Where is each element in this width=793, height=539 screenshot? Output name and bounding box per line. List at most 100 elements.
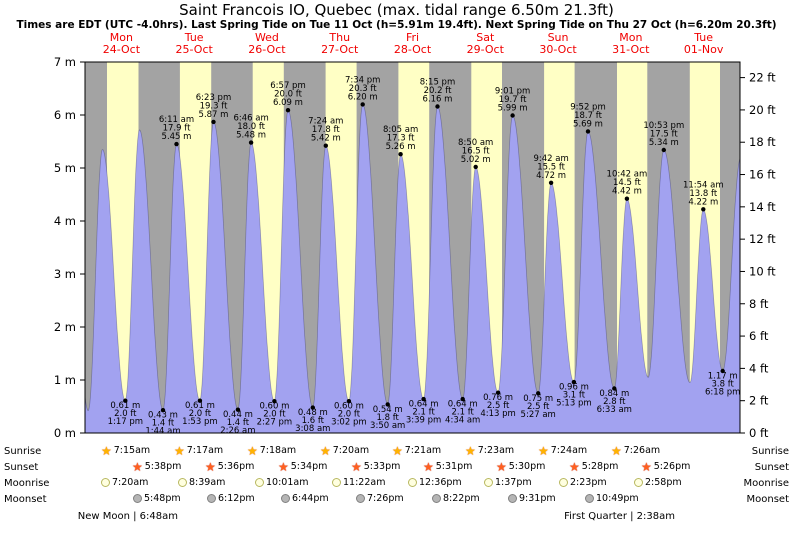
- low-tide-marker: [160, 408, 166, 413]
- high-tide-label: 5.26 m: [386, 142, 416, 152]
- sunrise-icon: [465, 446, 476, 456]
- moonrise-label-left: Moonrise: [4, 478, 50, 489]
- low-tide-label: 2.5 ft: [527, 402, 550, 412]
- high-tide-marker: [473, 164, 478, 170]
- day-name: Thu: [328, 31, 350, 44]
- sunrise-icon: [320, 446, 331, 456]
- low-tide-label: 2.0 ft: [114, 409, 137, 419]
- sunrise-entry: 7:23am: [465, 445, 514, 456]
- y-axis-label-m: 3 m: [54, 267, 76, 281]
- high-tide-marker: [360, 102, 365, 107]
- high-tide-label: 7:34 pm: [345, 75, 380, 85]
- low-tide-marker: [197, 398, 203, 403]
- sunset-icon: [205, 462, 216, 472]
- low-tide-label: 2.0 ft: [189, 409, 212, 419]
- low-tide-label: 0.76 m: [483, 393, 513, 403]
- sunrise-entry: 7:15am: [101, 445, 150, 456]
- high-tide-marker: [285, 108, 291, 113]
- sunset-time: 5:36pm: [217, 461, 255, 472]
- y-axis-label-ft: 12 ft: [749, 232, 776, 246]
- moonrise-time: 8:39am: [189, 477, 226, 488]
- day-date: 01-Nov: [684, 43, 724, 56]
- y-axis-label-m: 5 m: [54, 161, 76, 175]
- high-tide-label: 8:50 am: [458, 138, 493, 148]
- moonrise-entry: 7:20am: [101, 477, 148, 488]
- high-tide-label: 5.99 m: [498, 104, 528, 114]
- low-tide-label: 5:13 pm: [556, 399, 591, 409]
- day-name: Fri: [406, 31, 419, 44]
- moonrise-icon: [484, 478, 493, 487]
- sunrise-time: 7:17am: [186, 445, 224, 456]
- high-tide-label: 5.02 m: [461, 155, 491, 165]
- high-tide-label: 9:01 pm: [495, 87, 530, 97]
- high-tide-marker: [661, 147, 666, 153]
- chart-title: Saint Francois IO, Quebec (max. tidal ra…: [179, 1, 614, 19]
- plot-border: [84, 61, 741, 434]
- moonrise-icon: [255, 478, 264, 487]
- low-tide-label: 2.1 ft: [451, 408, 474, 418]
- high-tide-label: 17.5 ft: [650, 130, 678, 140]
- high-tide-marker: [248, 140, 254, 145]
- high-tide-label: 8:15 pm: [420, 78, 455, 88]
- high-tide-label: 17.3 ft: [387, 134, 415, 144]
- low-tide-label: 2:26 am: [220, 426, 255, 436]
- day-name: Wed: [255, 31, 279, 44]
- y-axis-label-ft: 16 ft: [749, 168, 776, 182]
- moonset-time: 5:48pm: [144, 493, 181, 504]
- high-tide-label: 5.45 m: [162, 132, 192, 142]
- high-tide-marker: [624, 196, 630, 201]
- low-tide-label: 3:02 pm: [331, 418, 366, 428]
- low-tide-label: 3:50 am: [370, 421, 405, 431]
- low-tide-marker: [272, 399, 277, 404]
- tide-chart: 0 m 1 m 2 m 3 m 4 m 5 m 6 m 7 m 0 ft 2 ft 4 ft 6 ft…: [54, 31, 776, 440]
- sunset-time: 5:33pm: [363, 461, 401, 472]
- moonrise-entry: 8:39am: [178, 477, 225, 488]
- high-tide-label: 20.2 ft: [424, 86, 452, 96]
- low-tide-marker: [571, 379, 577, 385]
- sunset-icon: [132, 462, 143, 472]
- y-axis-label-m: 0 m: [54, 426, 76, 440]
- moonrise-time: 11:22am: [343, 477, 386, 488]
- y-axis-label-ft: 6 ft: [749, 329, 769, 343]
- day-name: Mon: [110, 31, 133, 44]
- low-tide-label: 4:34 am: [445, 416, 480, 426]
- high-tide-label: 4.22 m: [688, 197, 718, 207]
- sunrise-label-left: Sunrise: [4, 446, 42, 457]
- low-tide-label: 0.44 m: [223, 410, 253, 420]
- low-tide-label: 6:18 pm: [705, 388, 740, 398]
- moonrise-time: 2:58pm: [645, 477, 682, 488]
- low-tide-label: 2.1 ft: [412, 408, 435, 418]
- moonrise-row: Moonrise Moonrise 7:20am 8:39am 10:01am 11:22…: [0, 476, 793, 491]
- high-tide-marker: [701, 207, 706, 212]
- low-tide-label: 1.6 ft: [302, 416, 325, 426]
- high-tide-label: 19.3 ft: [200, 101, 228, 111]
- low-tide-marker: [612, 386, 617, 391]
- sunset-icon: [278, 462, 289, 472]
- moonset-label-left: Moonset: [4, 494, 47, 505]
- sunset-icon: [423, 462, 434, 472]
- low-tide-label: 3:08 am: [295, 424, 330, 434]
- moonset-time: 6:44pm: [292, 493, 329, 504]
- sunrise-time: 7:20am: [332, 445, 370, 456]
- high-tide-label: 6.20 m: [348, 92, 378, 102]
- high-tide-label: 6:57 pm: [270, 81, 305, 91]
- sunset-entry: 5:34pm: [278, 461, 328, 472]
- moonset-icon: [508, 494, 517, 503]
- moonrise-entry: 12:36pm: [408, 477, 462, 488]
- day-name: Mon: [619, 31, 642, 44]
- low-tide-label: 2.0 ft: [263, 410, 286, 420]
- high-tide-label: 6:46 am: [233, 114, 268, 124]
- low-tide-label: 0.64 m: [448, 400, 478, 410]
- moonset-entry: 9:31pm: [508, 493, 556, 504]
- sunrise-time: 7:24am: [550, 445, 588, 456]
- low-tide-label: 1.4 ft: [152, 419, 175, 429]
- moonset-time: 10:49pm: [596, 493, 639, 504]
- sunrise-icon: [538, 446, 549, 456]
- low-tide-label: 3.1 ft: [563, 391, 586, 401]
- high-tide-label: 18.0 ft: [237, 122, 265, 132]
- sunset-entry: 5:28pm: [569, 461, 619, 472]
- sunset-entry: 5:26pm: [641, 461, 691, 472]
- low-tide-label: 6:33 am: [597, 405, 632, 415]
